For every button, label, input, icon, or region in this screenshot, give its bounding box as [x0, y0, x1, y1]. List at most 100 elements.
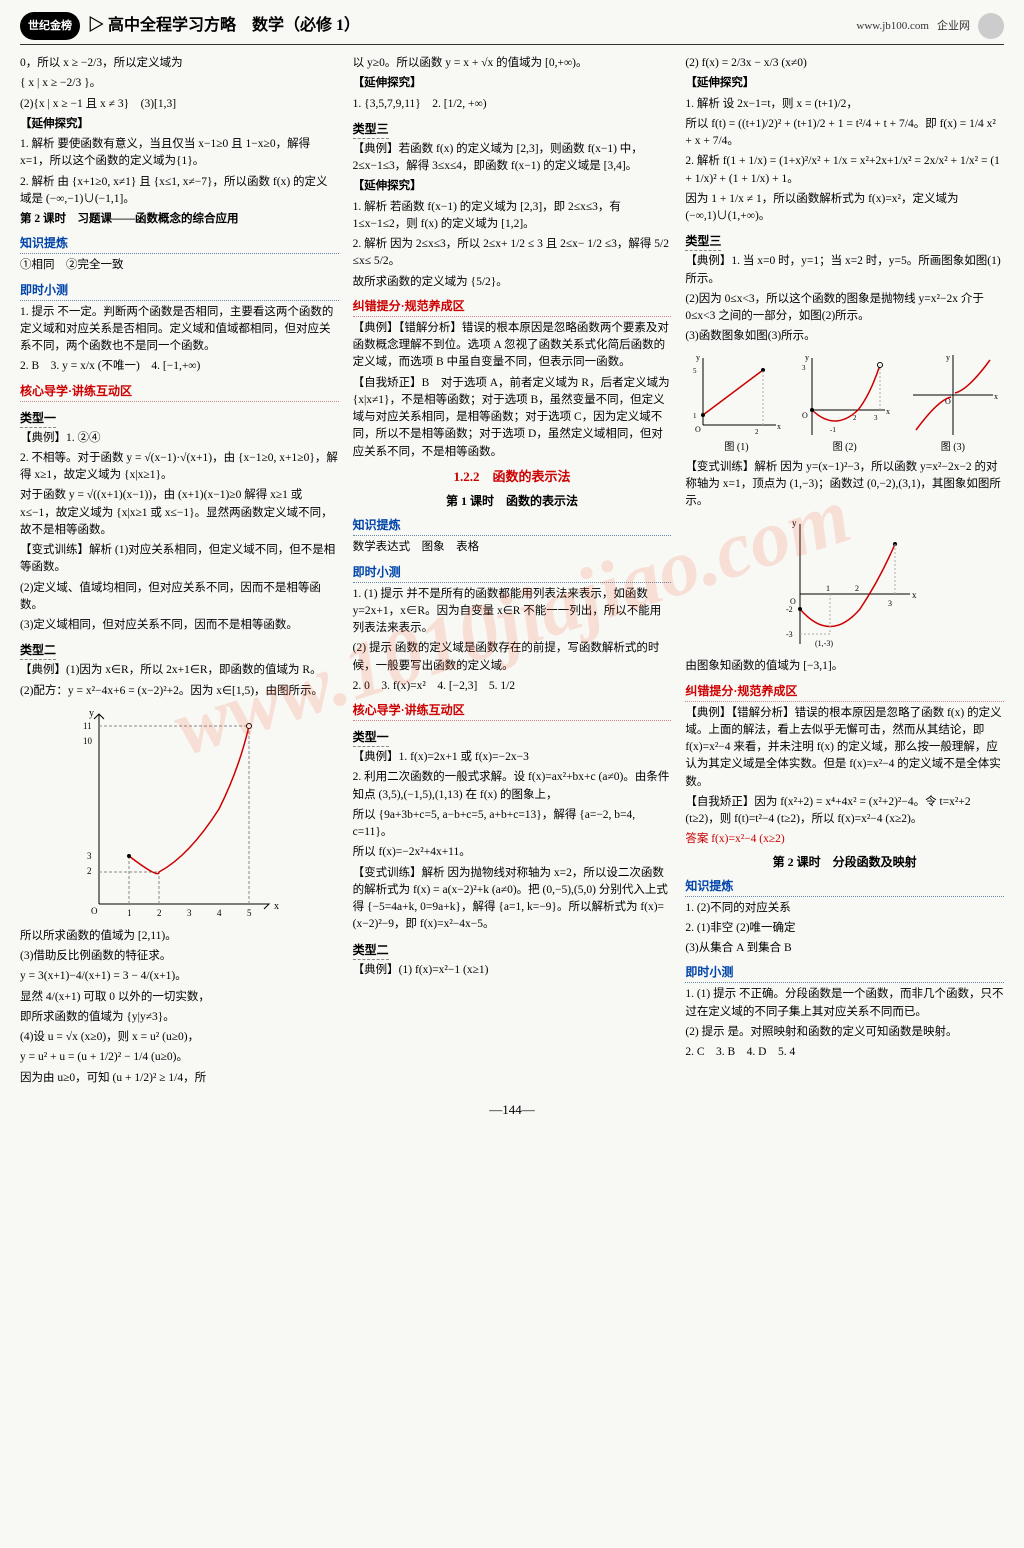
- text: 2. (1)非空 (2)唯一确定: [685, 920, 1004, 937]
- text: 1. 提示 不一定。判断两个函数是否相同，主要看这两个函数的定义域和对应关系是否…: [20, 304, 339, 356]
- text: 2. C 3. B 4. D 5. 4: [685, 1044, 1004, 1061]
- text: ①相同 ②完全一致: [20, 257, 339, 274]
- svg-text:(1,-3): (1,-3): [815, 639, 833, 648]
- svg-text:x: x: [912, 590, 917, 600]
- site-url: www.jb100.com: [856, 18, 929, 35]
- svg-text:11: 11: [83, 721, 92, 731]
- svg-text:3: 3: [187, 908, 192, 918]
- text: 由图象知函数的值域为 [−3,1]。: [685, 658, 1004, 675]
- text: 1. (1) 提示 并不是所有的函数都能用列表法来表示，如函数 y=2x+1，x…: [353, 586, 672, 638]
- text: 【典例】1. 当 x=0 时，y=1；当 x=2 时，y=5。所画图象如图(1)…: [685, 253, 1004, 288]
- text: y = u² + u = (u + 1/2)² − 1/4 (u≥0)。: [20, 1049, 339, 1066]
- sect-zstl: 知识提炼: [20, 234, 339, 254]
- svg-text:1: 1: [127, 908, 132, 918]
- text: 【典例】(1)因为 x∈R，所以 2x+1∈R，即函数的值域为 R。: [20, 662, 339, 679]
- svg-text:O: O: [695, 425, 701, 434]
- caption: 图 (2): [800, 440, 890, 455]
- svg-text:3: 3: [888, 599, 892, 608]
- svg-text:x: x: [777, 422, 781, 431]
- text: 【典例】【错解分析】错误的根本原因是忽略了函数 f(x) 的定义域。上面的解法，…: [685, 705, 1004, 791]
- svg-text:y: y: [946, 353, 950, 362]
- text: 2. 解析 由 {x+1≥0, x≠1} 且 {x≤1, x≠−7}，所以函数 …: [20, 174, 339, 209]
- parabola2-graph: x y O -2 -3 1 2 3 (1,-3): [770, 514, 920, 654]
- text: 2. 利用二次函数的一般式求解。设 f(x)=ax²+bx+c (a≠0)。由条…: [353, 769, 672, 804]
- header-title: ▷ 高中全程学习方略 数学（必修 1）: [88, 14, 360, 38]
- type-1b: 类型一: [353, 728, 389, 747]
- lesson-head: 第 2 课时 习题课——函数概念的综合应用: [20, 211, 339, 228]
- type-3: 类型三: [353, 120, 389, 139]
- graph-1-icon: x y O 1 5 2: [691, 350, 781, 440]
- text: 对于函数 y = √((x+1)(x−1))，由 (x+1)(x−1)≥0 解得…: [20, 487, 339, 539]
- svg-text:y: y: [805, 353, 809, 362]
- text: 因为 1 + 1/x ≠ 1，所以函数解析式为 f(x)=x²，定义域为 (−∞…: [685, 191, 1004, 226]
- brand-badge: 世纪金榜: [20, 12, 80, 40]
- text: (3)从集合 A 到集合 B: [685, 940, 1004, 957]
- svg-text:3: 3: [87, 851, 92, 861]
- text: { x | x ≥ −2/3 }。: [20, 75, 339, 92]
- sect-zstl: 知识提炼: [685, 877, 1004, 897]
- graph-2-icon: x y O -1 2 3 3: [800, 350, 890, 440]
- text: 以 y≥0。所以函数 y = x + √x 的值域为 [0,+∞)。: [353, 55, 672, 72]
- text: 【变式训练】解析 (1)对应关系相同，但定义域不同，但不是相等函数。: [20, 542, 339, 577]
- text: 数学表达式 图象 表格: [353, 539, 672, 556]
- text: 因为由 u≥0，可知 (u + 1/2)² ≥ 1/4，所: [20, 1070, 339, 1087]
- text: (2)配方：y = x²−4x+6 = (x−2)²+2。因为 x∈[1,5)，…: [20, 683, 339, 700]
- text: (2)定义域、值域均相同，但对应关系不同，因而不是相等函数。: [20, 580, 339, 615]
- text: (2) 提示 是。对照映射和函数的定义可知函数是映射。: [685, 1024, 1004, 1041]
- text: 【典例】若函数 f(x) 的定义域为 [2,3]，则函数 f(x−1) 中，2≤…: [353, 141, 672, 176]
- svg-text:y: y: [696, 353, 700, 362]
- svg-text:1: 1: [826, 584, 830, 593]
- column-1: 0，所以 x ≥ −2/3，所以定义域为 { x | x ≥ −2/3 }。 (…: [20, 55, 339, 1090]
- parabola-graph: x y O 1 2 3 4 5 2 3 11 10: [79, 704, 279, 924]
- sect-hxdx: 核心导学·讲练互动区: [353, 701, 672, 721]
- text: 所以所求函数的值域为 [2,11)。: [20, 928, 339, 945]
- avatar-icon: [978, 13, 1004, 39]
- svg-text:-3: -3: [786, 630, 793, 639]
- caption: 图 (1): [691, 440, 781, 455]
- text: 1. 解析 若函数 f(x−1) 的定义域为 [2,3]，即 2≤x≤3，有 1…: [353, 199, 672, 234]
- type-1: 类型一: [20, 409, 56, 428]
- text: 2. B 3. y = x/x (不唯一) 4. [−1,+∞): [20, 358, 339, 375]
- text: 【自我矫正】B 对于选项 A，前者定义域为 R，后者定义域为 {x|x≠1}，不…: [353, 375, 672, 461]
- text: 【典例】(1) f(x)=x²−1 (x≥1): [353, 962, 672, 979]
- text: 0，所以 x ≥ −2/3，所以定义域为: [20, 55, 339, 72]
- column-3: (2) f(x) = 2/3x − x/3 (x≠0) 【延伸探究】 1. 解析…: [685, 55, 1004, 1090]
- sect-hxdx: 核心导学·讲练互动区: [20, 382, 339, 402]
- sect-jsxc: 即时小测: [20, 281, 339, 301]
- text: 所以 {9a+3b+c=5, a−b+c=5, a+b+c=13}，解得 {a=…: [353, 807, 672, 842]
- svg-text:2: 2: [855, 584, 859, 593]
- text: 1. (1) 提示 不正确。分段函数是一个函数，而非几个函数，只不过在定义域的不…: [685, 986, 1004, 1021]
- column-2: 以 y≥0。所以函数 y = x + √x 的值域为 [0,+∞)。 【延伸探究…: [353, 55, 672, 1090]
- sect-jctf: 纠错提分·规范养成区: [353, 297, 672, 317]
- page-header: 世纪金榜 ▷ 高中全程学习方略 数学（必修 1） www.jb100.com 企…: [20, 12, 1004, 45]
- text: 故所求函数的定义域为 {5/2}。: [353, 274, 672, 291]
- section-title: 1.2.2 函数的表示法: [353, 467, 672, 487]
- svg-text:2: 2: [87, 866, 92, 876]
- svg-text:2: 2: [853, 414, 857, 422]
- text: (2){x | x ≥ −1 且 x ≠ 3} (3)[1,3]: [20, 96, 339, 113]
- svg-text:y: y: [792, 518, 797, 528]
- svg-text:x: x: [274, 901, 279, 912]
- text: (2) f(x) = 2/3x − x/3 (x≠0): [685, 55, 1004, 72]
- sub-title-2: 第 2 课时 分段函数及映射: [685, 853, 1004, 871]
- svg-text:y: y: [89, 708, 94, 719]
- caption: 图 (3): [908, 440, 998, 455]
- svg-text:1: 1: [693, 412, 697, 420]
- svg-text:5: 5: [247, 908, 252, 918]
- text: 2. 解析 因为 2≤x≤3，所以 2≤x+ 1/2 ≤ 3 且 2≤x− 1/…: [353, 236, 672, 271]
- text: 所以 f(t) = ((t+1)/2)² + (t+1)/2 + 1 = t²/…: [685, 116, 1004, 151]
- svg-text:10: 10: [83, 736, 93, 746]
- svg-text:3: 3: [874, 414, 878, 422]
- type-2b: 类型二: [353, 941, 389, 960]
- svg-text:O: O: [802, 411, 808, 420]
- subhead-ext: 【延伸探究】: [20, 116, 339, 133]
- sect-jsxc: 即时小测: [353, 563, 672, 583]
- svg-text:2: 2: [157, 908, 162, 918]
- text: (2) 提示 函数的定义域是函数存在的前提，写函数解析式的时候，一般要写出函数的…: [353, 640, 672, 675]
- svg-text:2: 2: [755, 428, 759, 436]
- text: 显然 4/(x+1) 可取 0 以外的一切实数，: [20, 989, 339, 1006]
- page-number: —144—: [20, 1100, 1004, 1120]
- text: 1. {3,5,7,9,11} 2. [1/2, +∞): [353, 96, 672, 113]
- text: 【典例】【错解分析】错误的根本原因是忽略函数两个要素及对函数概念理解不到位。选项…: [353, 320, 672, 372]
- svg-text:O: O: [91, 906, 98, 916]
